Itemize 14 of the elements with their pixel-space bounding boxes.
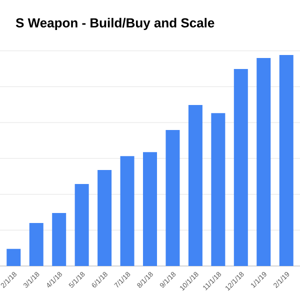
bar [234, 68, 248, 266]
bar [120, 156, 134, 266]
bar [143, 152, 157, 266]
bar [6, 248, 21, 266]
bar [188, 105, 202, 266]
bar [211, 113, 226, 266]
bar [279, 55, 294, 266]
bar [74, 184, 89, 266]
bar [29, 222, 44, 266]
bar [256, 58, 271, 266]
chart-title: S Weapon - Build/Buy and Scale [16, 18, 214, 30]
bar [52, 213, 66, 266]
bar [166, 130, 180, 266]
bar [98, 170, 112, 266]
